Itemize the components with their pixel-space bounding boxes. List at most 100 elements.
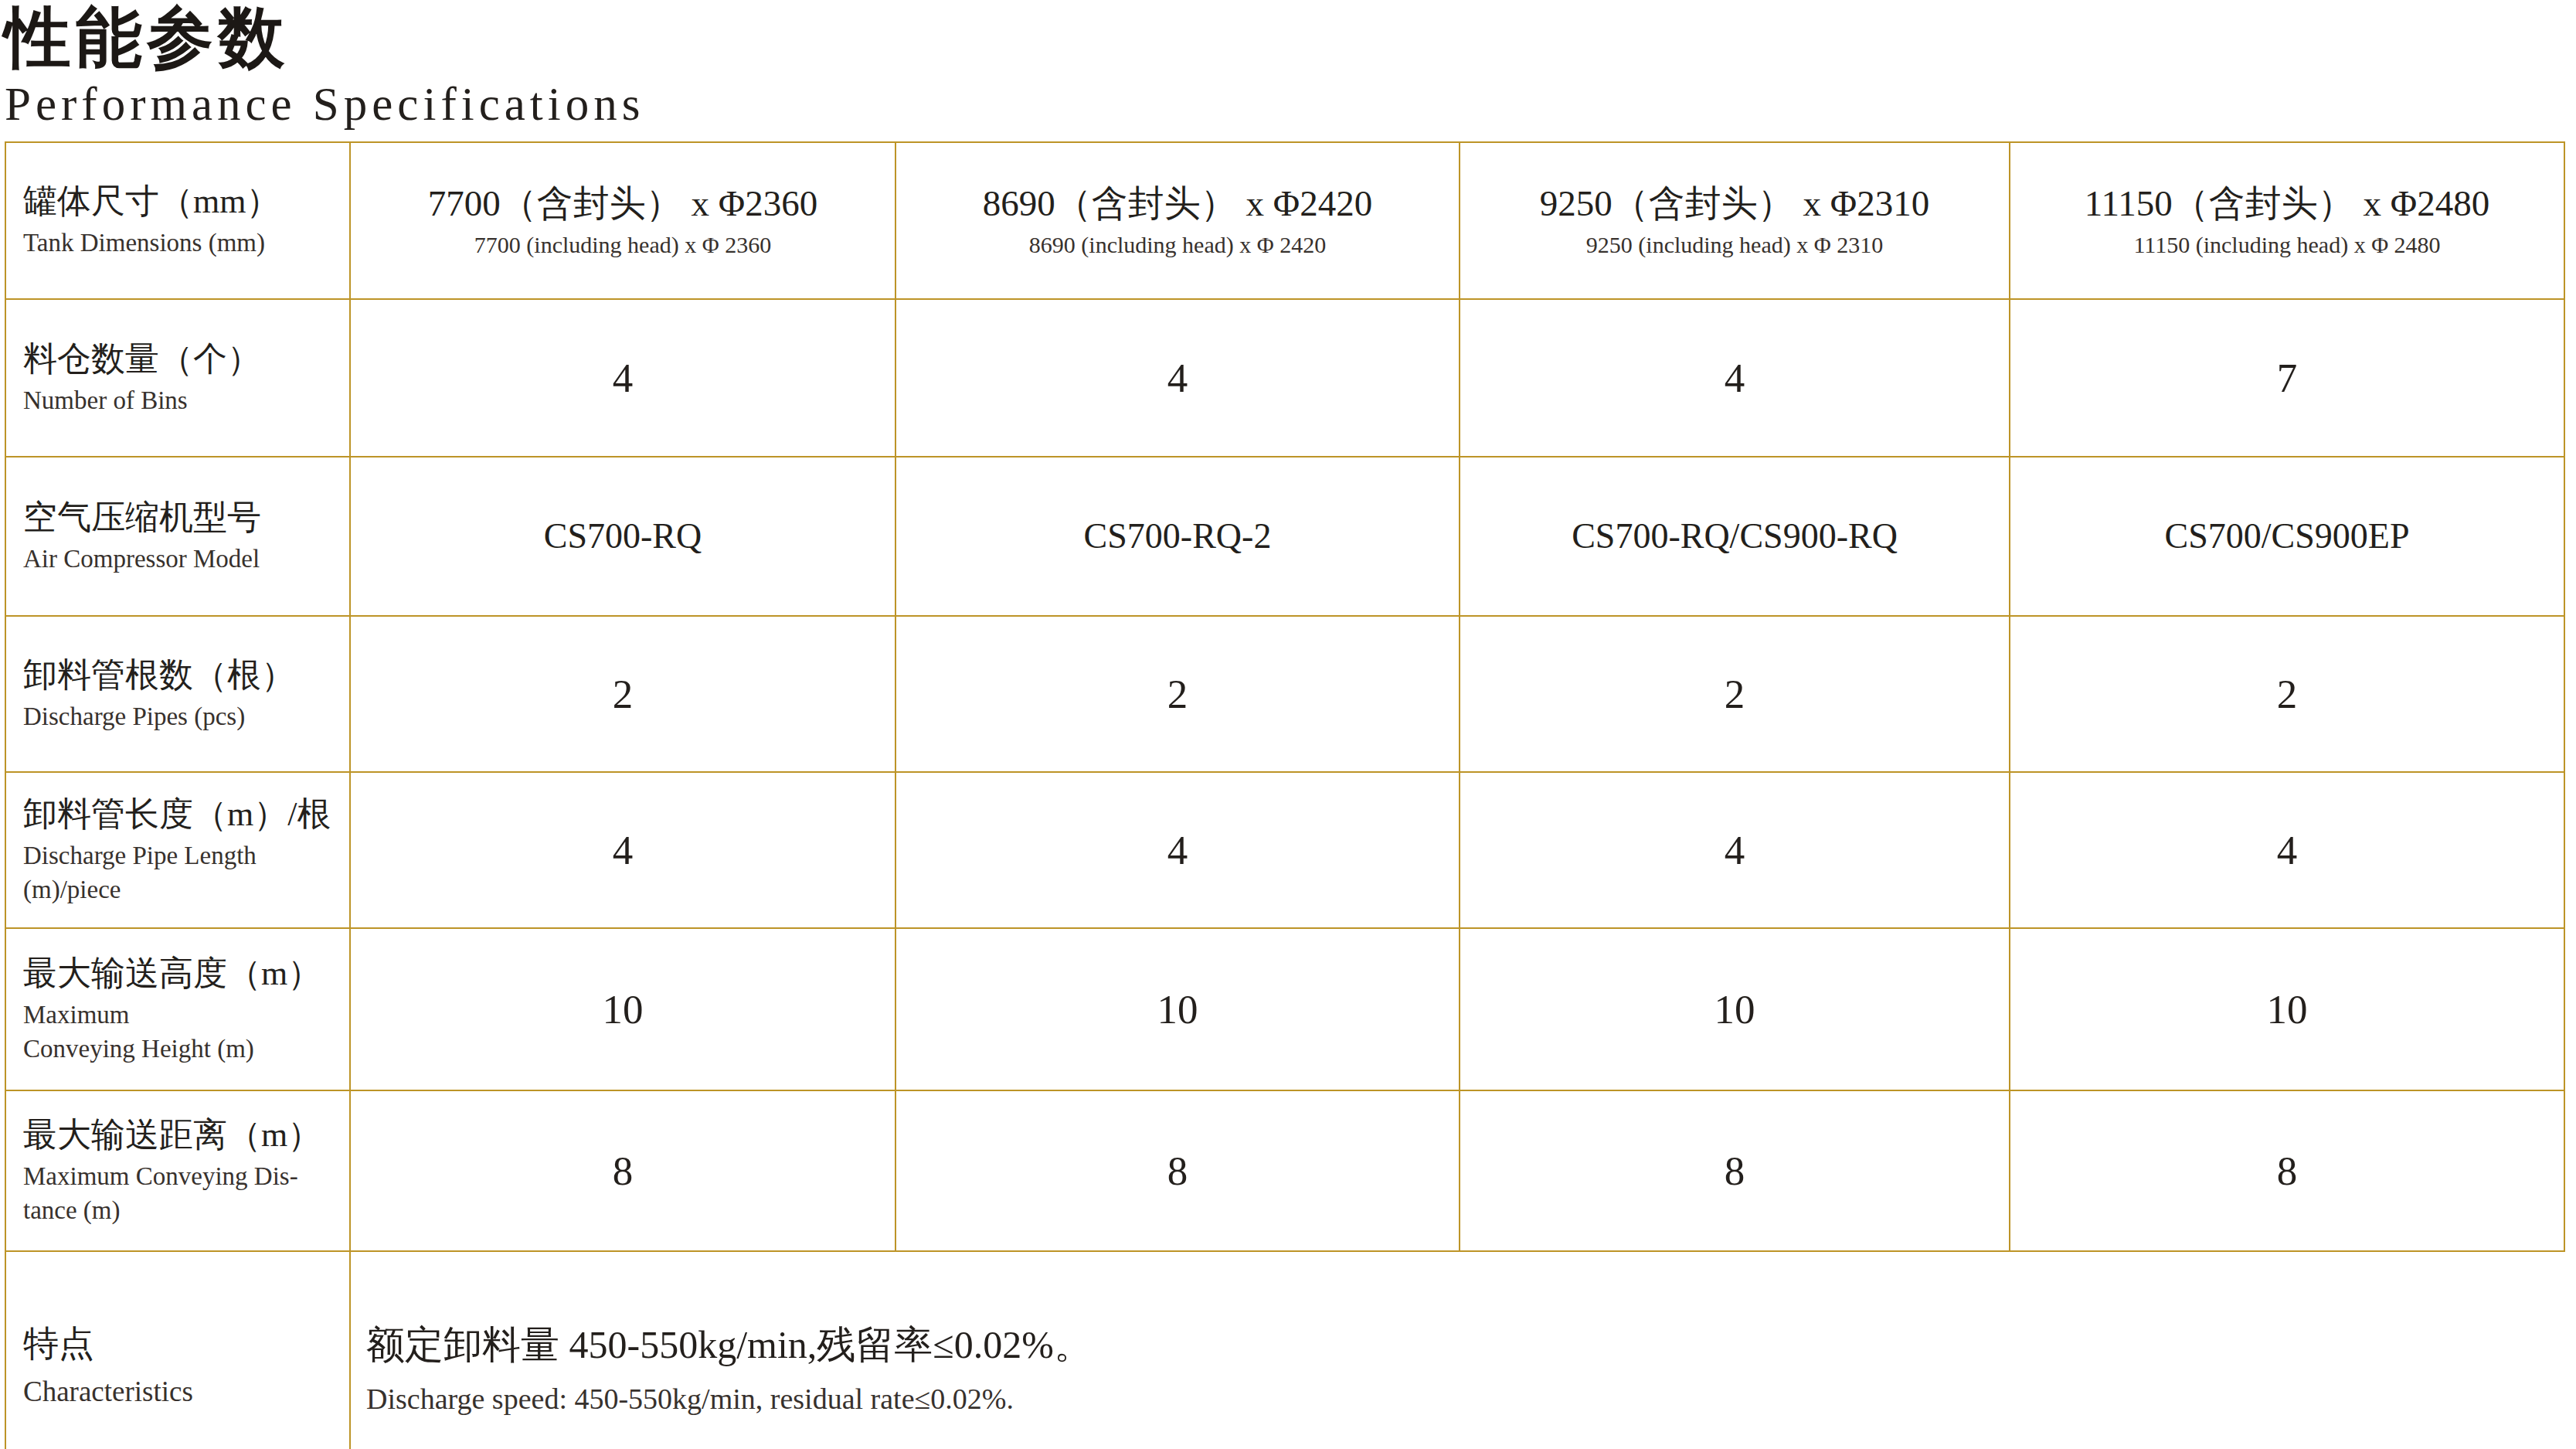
table-row-max-conveying-height: 最大输送高度（m） Maximum Conveying Height (m) 1… (5, 928, 2564, 1090)
cell-value: 2 (352, 671, 894, 717)
cell-value-en: 9250 (including head) x Φ 2310 (1461, 231, 2008, 259)
value-cell: 8 (350, 1090, 895, 1251)
value-cell: 2 (2010, 616, 2564, 772)
cell-value-en: 11150 (including head) x Φ 2480 (2011, 231, 2563, 259)
row-label-cell: 卸料管根数（根） Discharge Pipes (pcs) (5, 616, 350, 772)
value-cell: 2 (895, 616, 1460, 772)
cell-value: 4 (1461, 827, 2008, 873)
value-cell: CS700-RQ-2 (895, 457, 1460, 616)
cell-value-zh: 11150（含封头） x Φ2480 (2011, 182, 2563, 225)
value-cell: 10 (350, 928, 895, 1090)
cell-value-zh: 7700（含封头） x Φ2360 (352, 182, 894, 225)
cell-value: 2 (1461, 671, 2008, 717)
spec-page: 性能参数 Performance Specifications 罐体尺寸（mm）… (0, 0, 2576, 1449)
value-cell: 4 (350, 772, 895, 928)
value-cell: 10 (2010, 928, 2564, 1090)
row-label-cell: 最大输送高度（m） Maximum Conveying Height (m) (5, 928, 350, 1090)
table-row-tank-dimensions: 罐体尺寸（mm） Tank Dimensions (mm) 7700（含封头） … (5, 142, 2564, 299)
value-cell: 4 (895, 772, 1460, 928)
cell-value: CS700-RQ (352, 515, 894, 556)
row-label-cell: 卸料管长度（m）/根 Discharge Pipe Length (m)/pie… (5, 772, 350, 928)
value-cell: 8 (2010, 1090, 2564, 1251)
row-label-en: Maximum (23, 998, 343, 1032)
page-title-zh: 性能参数 (5, 2, 2576, 75)
value-cell: 4 (2010, 772, 2564, 928)
cell-value: CS700-RQ-2 (897, 515, 1458, 556)
table-row-number-of-bins: 料仓数量（个） Number of Bins 4 4 4 7 (5, 299, 2564, 457)
row-label-en-line2: (m)/piece (23, 873, 343, 907)
row-label-cell: 罐体尺寸（mm） Tank Dimensions (mm) (5, 142, 350, 299)
cell-value: 8 (897, 1148, 1458, 1194)
cell-value-zh: 8690（含封头） x Φ2420 (897, 182, 1458, 225)
row-label-en-line2: tance (m) (23, 1194, 343, 1228)
value-cell: CS700-RQ/CS900-RQ (1460, 457, 2010, 616)
value-cell: CS700-RQ (350, 457, 895, 616)
cell-value-en: 8690 (including head) x Φ 2420 (897, 231, 1458, 259)
row-label-zh: 罐体尺寸（mm） (23, 180, 343, 223)
cell-value: CS700/CS900EP (2011, 515, 2563, 556)
cell-value: 10 (2011, 986, 2563, 1032)
value-cell: 10 (1460, 928, 2010, 1090)
value-cell: 2 (1460, 616, 2010, 772)
cell-value: 4 (352, 355, 894, 401)
cell-value: 2 (897, 671, 1458, 717)
value-cell: 8690（含封头） x Φ2420 8690 (including head) … (895, 142, 1460, 299)
cell-value: 8 (1461, 1148, 2008, 1194)
row-label-en: Maximum Conveying Dis- (23, 1160, 343, 1194)
characteristics-zh: 额定卸料量 450-550kg/min,残留率≤0.02%。 (366, 1321, 2564, 1368)
value-cell: 4 (1460, 772, 2010, 928)
cell-value: 8 (2011, 1148, 2563, 1194)
row-label-en: Number of Bins (23, 384, 343, 418)
value-cell: 8 (1460, 1090, 2010, 1251)
page-title-en: Performance Specifications (5, 80, 2576, 129)
row-label-en: Air Compressor Model (23, 543, 343, 577)
cell-value: 10 (352, 986, 894, 1032)
row-label-zh: 特点 (23, 1321, 343, 1366)
value-cell: 9250（含封头） x Φ2310 9250 (including head) … (1460, 142, 2010, 299)
value-cell: 7700（含封头） x Φ2360 7700 (including head) … (350, 142, 895, 299)
value-cell: 10 (895, 928, 1460, 1090)
cell-value: 10 (897, 986, 1458, 1032)
cell-value: 4 (2011, 827, 2563, 873)
value-cell: CS700/CS900EP (2010, 457, 2564, 616)
row-label-en: Tank Dimensions (mm) (23, 226, 343, 260)
value-cell: 11150（含封头） x Φ2480 11150 (including head… (2010, 142, 2564, 299)
row-label-zh: 最大输送距离（m） (23, 1114, 343, 1156)
row-label-zh: 最大输送高度（m） (23, 952, 343, 995)
cell-value: 4 (352, 827, 894, 873)
row-label-en-line2: Conveying Height (m) (23, 1032, 343, 1066)
table-row-air-compressor-model: 空气压缩机型号 Air Compressor Model CS700-RQ CS… (5, 457, 2564, 616)
value-cell: 4 (1460, 299, 2010, 457)
value-cell: 4 (350, 299, 895, 457)
cell-value: 4 (1461, 355, 2008, 401)
row-label-cell: 特点 Characteristics (5, 1251, 350, 1449)
row-label-en: Discharge Pipes (pcs) (23, 700, 343, 734)
table-row-discharge-pipes: 卸料管根数（根） Discharge Pipes (pcs) 2 2 2 2 (5, 616, 2564, 772)
row-label-cell: 空气压缩机型号 Air Compressor Model (5, 457, 350, 616)
cell-value: 8 (352, 1148, 894, 1194)
table-row-discharge-pipe-length: 卸料管长度（m）/根 Discharge Pipe Length (m)/pie… (5, 772, 2564, 928)
table-row-max-conveying-distance: 最大输送距离（m） Maximum Conveying Dis- tance (… (5, 1090, 2564, 1251)
table-row-characteristics: 特点 Characteristics 额定卸料量 450-550kg/min,残… (5, 1251, 2564, 1449)
spec-table: 罐体尺寸（mm） Tank Dimensions (mm) 7700（含封头） … (5, 141, 2565, 1449)
row-label-cell: 料仓数量（个） Number of Bins (5, 299, 350, 457)
characteristics-en: Discharge speed: 450-550kg/min, residual… (366, 1382, 2564, 1417)
cell-value: 4 (897, 827, 1458, 873)
value-cell: 2 (350, 616, 895, 772)
cell-value: 2 (2011, 671, 2563, 717)
characteristics-value-cell: 额定卸料量 450-550kg/min,残留率≤0.02%。 Discharge… (350, 1251, 2564, 1449)
cell-value: 10 (1461, 986, 2008, 1032)
row-label-zh: 料仓数量（个） (23, 338, 343, 380)
value-cell: 7 (2010, 299, 2564, 457)
row-label-zh: 空气压缩机型号 (23, 496, 343, 539)
value-cell: 4 (895, 299, 1460, 457)
cell-value-en: 7700 (including head) x Φ 2360 (352, 231, 894, 259)
cell-value: CS700-RQ/CS900-RQ (1461, 515, 2008, 556)
cell-value-zh: 9250（含封头） x Φ2310 (1461, 182, 2008, 225)
cell-value: 7 (2011, 355, 2563, 401)
row-label-zh: 卸料管长度（m）/根 (23, 793, 343, 835)
row-label-cell: 最大输送距离（m） Maximum Conveying Dis- tance (… (5, 1090, 350, 1251)
row-label-en: Discharge Pipe Length (23, 839, 343, 873)
cell-value: 4 (897, 355, 1458, 401)
row-label-zh: 卸料管根数（根） (23, 654, 343, 696)
